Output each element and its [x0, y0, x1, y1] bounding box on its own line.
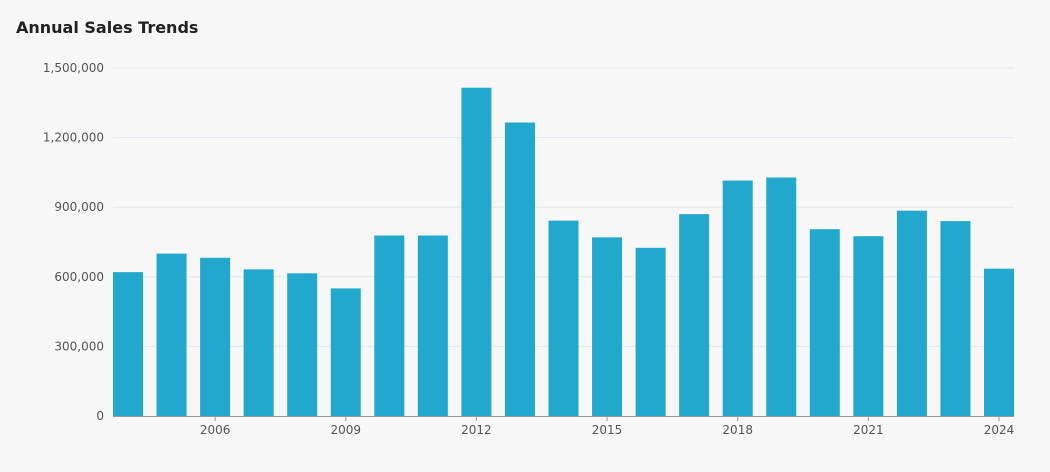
bar — [200, 257, 231, 416]
chart-title: Annual Sales Trends — [16, 18, 199, 37]
bar — [635, 247, 666, 416]
x-tick-label: 2021 — [853, 423, 884, 437]
bar — [679, 214, 710, 416]
y-tick-label: 900,000 — [54, 200, 104, 214]
x-tick-label: 2012 — [461, 423, 492, 437]
bar — [940, 221, 971, 416]
bar — [853, 236, 884, 416]
bar — [722, 180, 753, 416]
bar — [113, 272, 143, 416]
x-tick-label: 2018 — [722, 423, 753, 437]
y-tick-label: 1,200,000 — [43, 131, 104, 145]
bar — [461, 87, 492, 416]
bar — [243, 269, 274, 416]
x-tick-label: 2015 — [592, 423, 623, 437]
bar — [766, 177, 797, 416]
y-tick-label: 1,500,000 — [43, 61, 104, 75]
bar — [548, 220, 579, 416]
x-tick-label: 2006 — [200, 423, 231, 437]
bar — [287, 273, 318, 416]
y-tick-label: 0 — [96, 409, 104, 423]
bar — [156, 253, 187, 416]
x-tick-label: 2009 — [330, 423, 361, 437]
bar — [330, 288, 361, 416]
x-tick-label: 2024 — [984, 423, 1015, 437]
bar — [592, 237, 623, 416]
bar — [809, 229, 840, 416]
bar — [984, 268, 1014, 416]
y-tick-label: 600,000 — [54, 270, 104, 284]
bar — [896, 210, 927, 416]
bar — [504, 122, 535, 417]
y-tick-label: 300,000 — [54, 339, 104, 353]
bar — [374, 235, 405, 416]
bar — [417, 235, 448, 416]
